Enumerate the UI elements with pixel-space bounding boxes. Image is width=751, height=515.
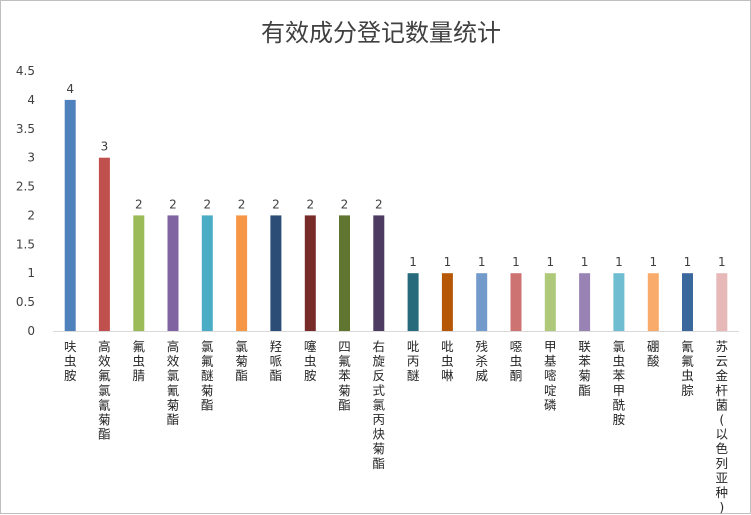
data-label: 2 <box>272 197 280 211</box>
data-label: 2 <box>169 197 177 211</box>
category-labels: 呋虫胺 高效氟氯氰菊酯 氟虫腈 高效氯氰菊酯 氯氟醚菊酯 氯菊酯 羟哌酯 噻虫胺 四氟苯菊酯 右旋… <box>64 339 729 515</box>
bar <box>476 273 488 331</box>
data-label: 2 <box>375 197 383 211</box>
data-label: 1 <box>546 255 554 269</box>
bar <box>304 215 316 331</box>
y-tick-label: 4.5 <box>16 64 35 78</box>
data-label: 1 <box>581 255 589 269</box>
data-label: 2 <box>135 197 143 211</box>
bar <box>647 273 659 331</box>
category-label: 高效氯氰菊酯 <box>167 339 180 427</box>
bar <box>716 273 728 331</box>
y-tick-label: 3.5 <box>16 122 35 136</box>
y-tick-label: 4 <box>27 93 35 107</box>
category-label: 氯氟醚菊酯 <box>201 339 214 412</box>
data-label: 1 <box>512 255 520 269</box>
bar <box>339 215 350 331</box>
category-label: 苏云金杆菌(以色列亚种) <box>716 339 729 515</box>
y-tick-label: 0.5 <box>16 295 35 309</box>
y-axis: 0 0.5 1 1.5 2 2.5 3 3.5 4 4.5 <box>16 64 35 338</box>
bar <box>236 215 248 331</box>
bar <box>441 273 453 331</box>
category-label: 噁虫酮 <box>510 339 523 383</box>
category-label: 右旋反式氯丙炔菊酯 <box>373 339 386 471</box>
data-label: 2 <box>306 197 314 211</box>
y-tick-label: 2.5 <box>16 180 35 194</box>
category-label: 氯虫苯甲酰胺 <box>613 339 626 427</box>
bar <box>579 273 591 331</box>
bar <box>407 273 419 331</box>
category-label: 甲基嘧啶磷 <box>544 339 557 412</box>
category-label: 噻虫胺 <box>304 339 317 383</box>
data-label: 4 <box>66 82 74 96</box>
bar <box>167 215 179 331</box>
bar <box>544 273 556 331</box>
chart-title: 有效成分登记数量统计 <box>261 19 501 47</box>
data-label: 1 <box>649 255 657 269</box>
data-label: 2 <box>341 197 349 211</box>
bar <box>270 215 282 331</box>
bar <box>682 273 693 331</box>
data-label: 1 <box>684 255 692 269</box>
bars <box>64 99 728 332</box>
category-label: 呋虫胺 <box>64 339 77 383</box>
data-label: 1 <box>718 255 726 269</box>
category-label: 氯菊酯 <box>235 339 248 383</box>
y-tick-label: 2 <box>27 208 35 222</box>
category-label: 硼酸 <box>647 339 660 369</box>
bar <box>133 215 145 331</box>
category-label: 四氟苯菊酯 <box>338 339 351 412</box>
category-label: 氟虫腈 <box>133 339 146 383</box>
bar <box>64 99 76 332</box>
data-label: 1 <box>478 255 486 269</box>
y-tick-label: 0 <box>27 324 35 338</box>
y-tick-label: 1.5 <box>16 237 35 251</box>
category-label: 氰氟虫腙 <box>681 339 694 398</box>
y-tick-label: 3 <box>27 151 35 165</box>
data-label: 1 <box>409 255 417 269</box>
bar <box>98 157 110 331</box>
data-labels: 4 3 2 2 2 2 2 2 2 2 1 1 1 1 1 1 1 1 1 1 <box>66 82 725 269</box>
bar <box>201 215 213 331</box>
category-label: 吡虫啉 <box>441 339 454 383</box>
category-label: 残杀威 <box>475 339 488 383</box>
bar <box>510 273 522 331</box>
bar <box>613 273 625 331</box>
category-label: 羟哌酯 <box>270 339 283 383</box>
data-label: 2 <box>238 197 246 211</box>
bar <box>373 215 385 331</box>
data-label: 1 <box>444 255 452 269</box>
category-label: 联苯菊酯 <box>578 339 591 398</box>
category-label: 高效氟氯氰菊酯 <box>98 339 111 442</box>
data-label: 1 <box>615 255 623 269</box>
data-label: 3 <box>101 140 109 154</box>
data-label: 2 <box>203 197 211 211</box>
y-tick-label: 1 <box>27 266 35 280</box>
category-label: 吡丙醚 <box>407 339 420 383</box>
